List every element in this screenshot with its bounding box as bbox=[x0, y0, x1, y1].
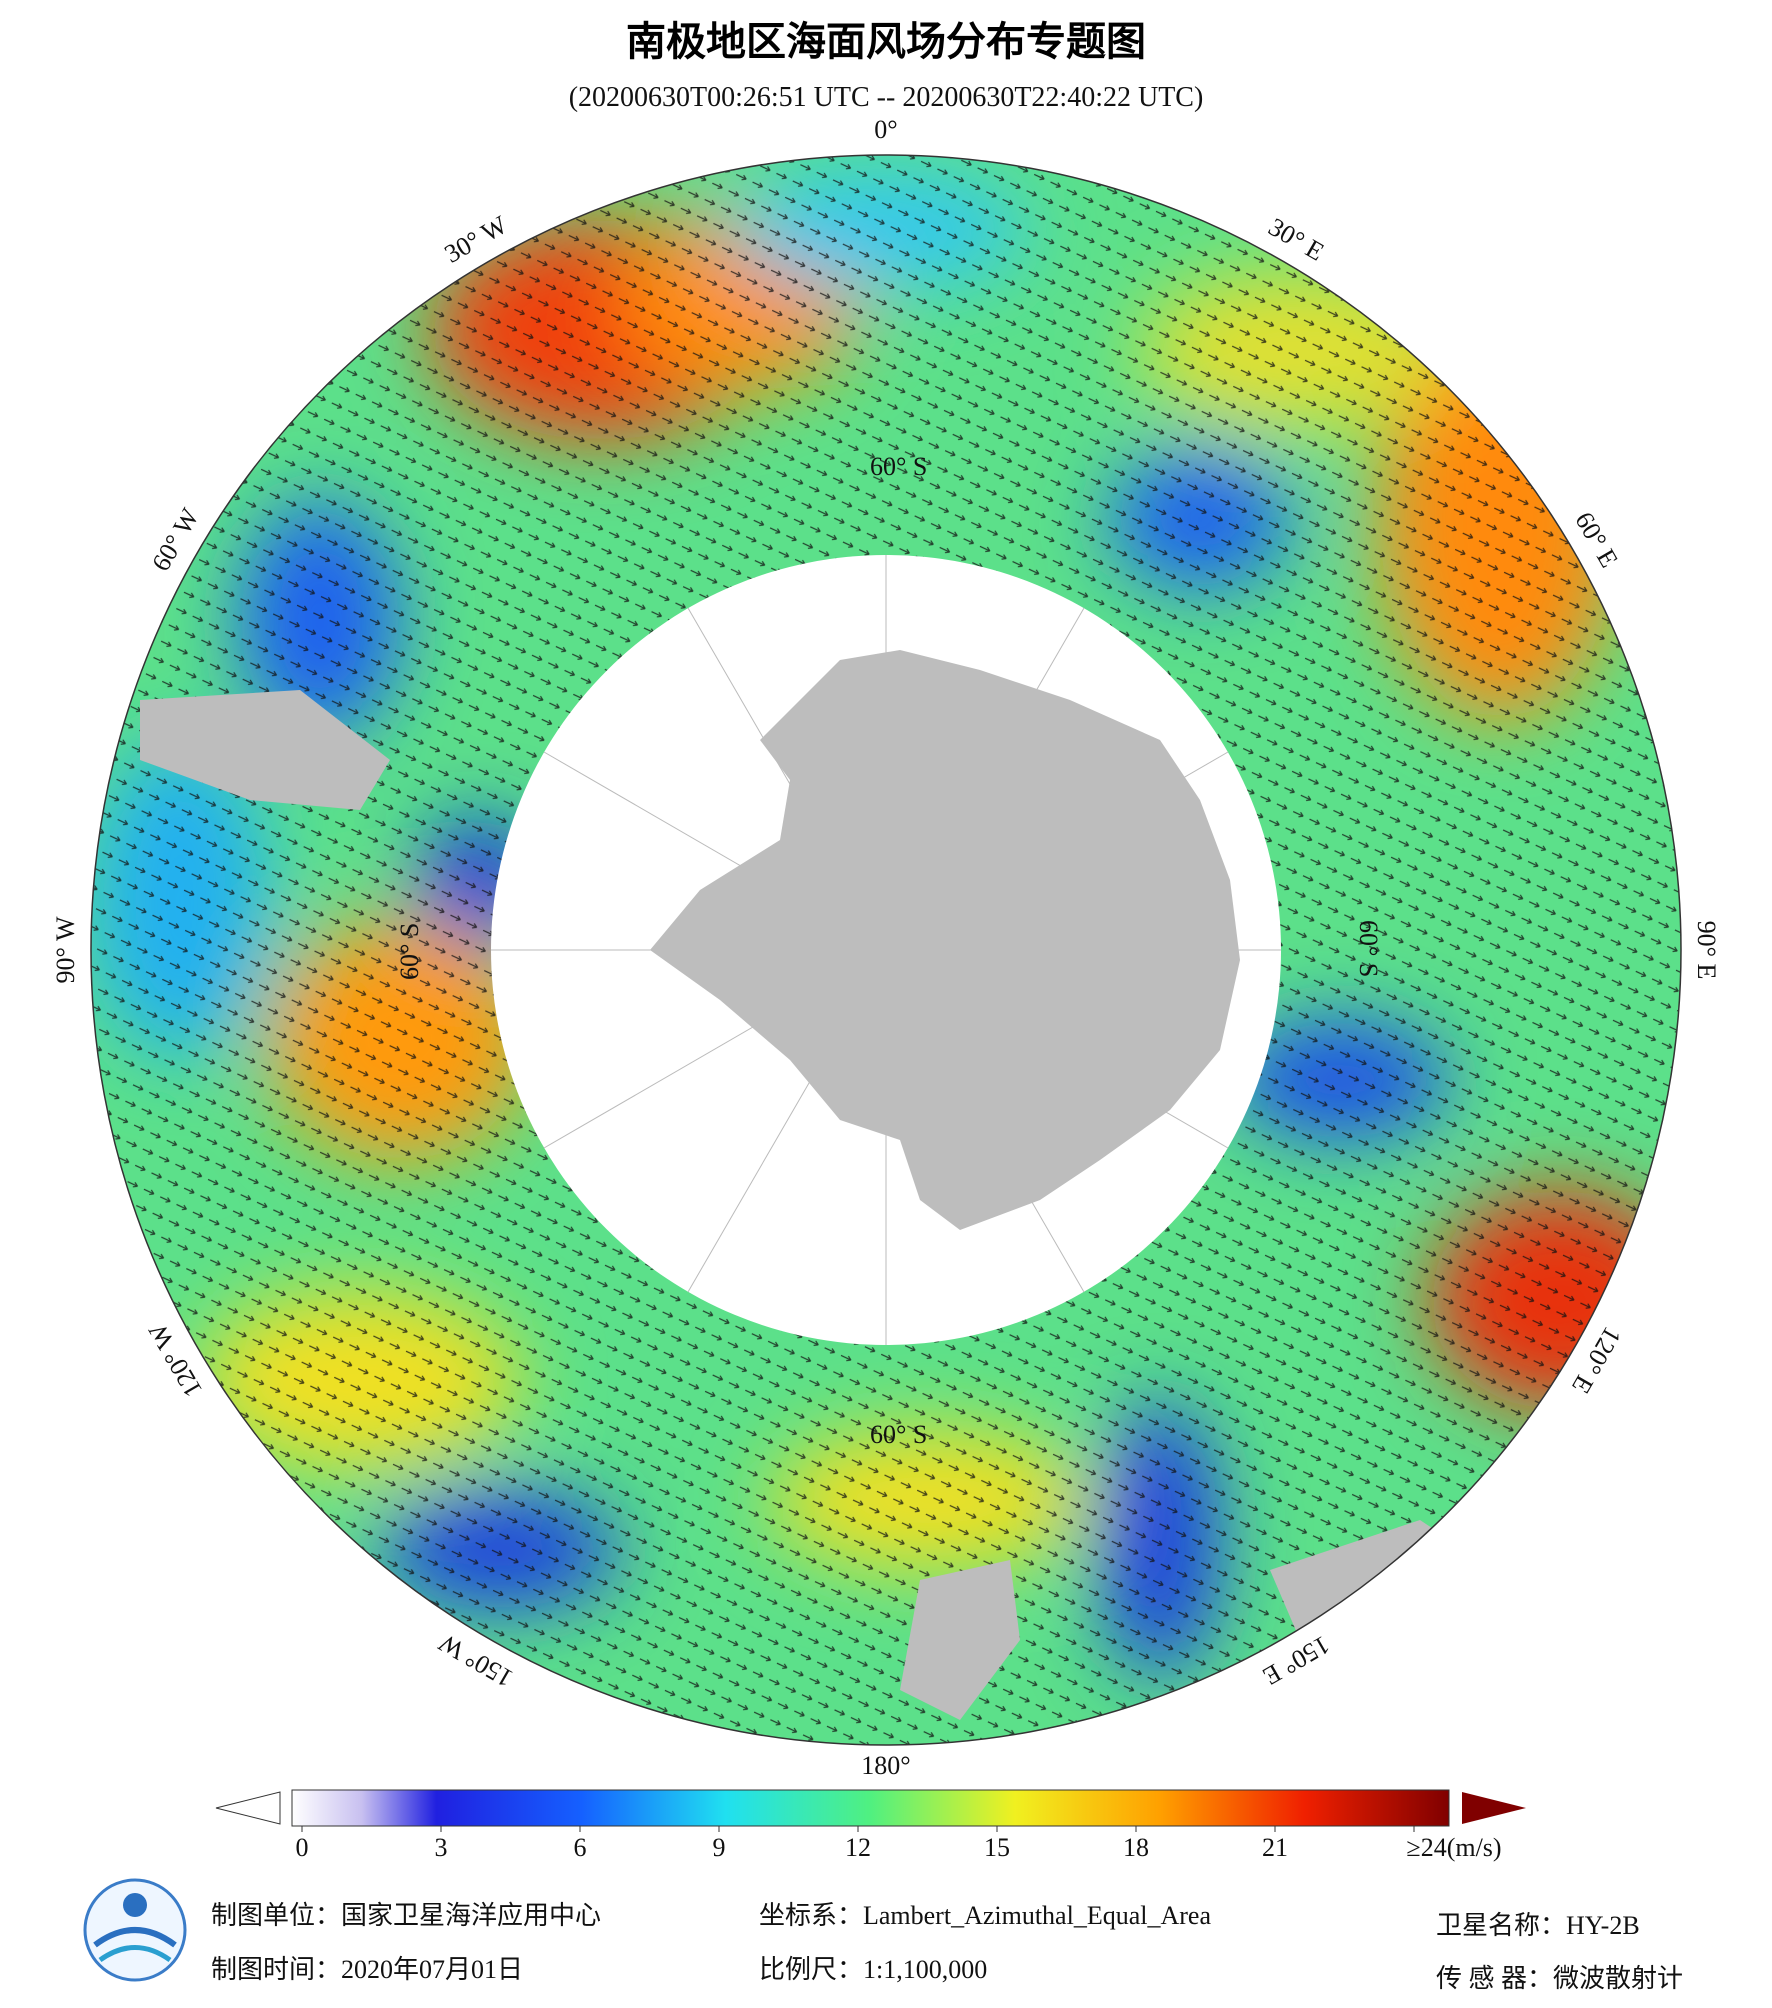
lon-label: 90° W bbox=[51, 916, 80, 983]
colorbar-tick-label: 18 bbox=[1123, 1833, 1149, 1862]
logo bbox=[83, 1878, 187, 1982]
colorbar: 0 3 6 9 12 15 18 21 ≥24(m/s) bbox=[215, 1789, 1526, 1862]
lon-label: 90° E bbox=[1692, 921, 1721, 980]
lon-label: 0° bbox=[874, 115, 897, 144]
lat-label: 60° S bbox=[870, 452, 927, 481]
colorbar-tick-label: 3 bbox=[435, 1833, 448, 1862]
colorbar-over bbox=[1462, 1792, 1526, 1824]
footer-scale: 比例尺：1:1,100,000 bbox=[759, 1955, 987, 1984]
footer-sensor: 传 感 器：微波散射计 bbox=[1436, 1964, 1683, 1993]
lat-label: 60° S bbox=[395, 923, 424, 980]
colorbar-bar bbox=[291, 1789, 1450, 1827]
lat-label: 60° S bbox=[1354, 920, 1383, 977]
colorbar-under bbox=[215, 1791, 281, 1825]
colorbar-tick-label: 12 bbox=[845, 1833, 871, 1862]
colorbar-tick-label: 15 bbox=[984, 1833, 1010, 1862]
footer-crs: 坐标系：Lambert_Azimuthal_Equal_Area bbox=[759, 1901, 1211, 1930]
title: 南极地区海面风场分布专题图 bbox=[626, 19, 1146, 64]
footer-unit: 制图单位：国家卫星海洋应用中心 bbox=[211, 1901, 601, 1930]
antarctica bbox=[650, 650, 1240, 1230]
footer-date: 制图时间：2020年07月01日 bbox=[211, 1955, 523, 1984]
lon-label: 180° bbox=[861, 1751, 910, 1780]
subtitle: (20200630T00:26:51 UTC -- 20200630T22:40… bbox=[569, 82, 1204, 113]
wind-field bbox=[91, 155, 1681, 1745]
colorbar-tick-label: ≥24(m/s) bbox=[1406, 1833, 1501, 1862]
colorbar-tick-label: 21 bbox=[1262, 1833, 1288, 1862]
lat-label: 60° S bbox=[870, 1420, 927, 1449]
colorbar-tick-label: 9 bbox=[713, 1833, 726, 1862]
colorbar-tick-label: 6 bbox=[574, 1833, 587, 1862]
colorbar-tick-label: 0 bbox=[296, 1833, 309, 1862]
footer-satellite: 卫星名称：HY-2B bbox=[1436, 1911, 1640, 1940]
